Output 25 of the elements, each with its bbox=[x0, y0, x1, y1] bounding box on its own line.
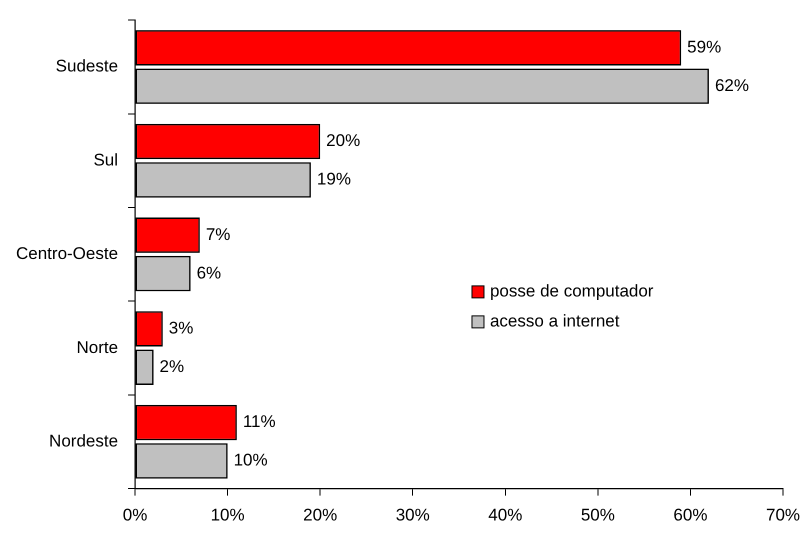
x-tick-label: 70% bbox=[766, 505, 800, 524]
x-tick-label: 0% bbox=[122, 505, 148, 524]
data-label: 3% bbox=[168, 318, 194, 338]
y-tick-label: Nordeste bbox=[49, 431, 118, 450]
x-tick-label: 50% bbox=[580, 505, 615, 524]
x-tick-label: 10% bbox=[210, 505, 245, 524]
data-label: 62% bbox=[714, 76, 749, 95]
x-tick-label: 20% bbox=[303, 505, 338, 524]
y-tick-label: Sul bbox=[93, 150, 118, 170]
x-tick-label: 30% bbox=[396, 505, 430, 524]
y-tick-label: Centro-Oeste bbox=[16, 244, 118, 264]
data-label: 11% bbox=[242, 412, 276, 432]
data-label: 7% bbox=[206, 224, 230, 244]
y-tick-label: Norte bbox=[76, 338, 118, 357]
data-label: 6% bbox=[196, 263, 222, 282]
legend-label: posse de computador bbox=[490, 282, 654, 301]
data-label: 10% bbox=[234, 450, 268, 470]
data-label: 59% bbox=[687, 38, 722, 57]
data-label: 19% bbox=[316, 170, 351, 189]
x-tick-label: 40% bbox=[488, 505, 522, 524]
legend-label: acesso a internet bbox=[490, 312, 620, 331]
x-tick-label: 60% bbox=[673, 505, 708, 524]
y-tick-label: Sudeste bbox=[56, 56, 118, 76]
data-label: 2% bbox=[160, 356, 184, 376]
data-label: 20% bbox=[326, 131, 360, 150]
